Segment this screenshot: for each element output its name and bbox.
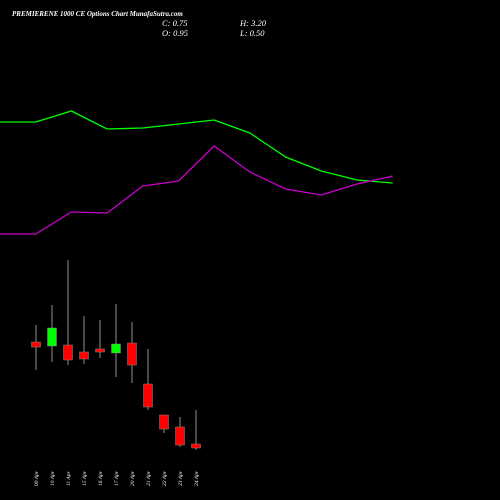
x-tick-label: 11 Apr (66, 471, 72, 486)
x-tick-label: 20 Apr (130, 470, 136, 486)
x-tick-label: 22 Apr (162, 470, 168, 486)
x-tick-label: 09 Apr (34, 470, 40, 486)
chart-title: PREMIERENE 1000 CE Options Chart MunafaS… (12, 10, 183, 18)
x-tick-label: 16 Apr (98, 470, 104, 486)
candle-body (111, 343, 121, 354)
candle-body (159, 414, 169, 430)
x-tick-label: 23 Apr (178, 470, 184, 486)
candle-body (47, 327, 57, 347)
indicator-line (0, 145, 393, 235)
x-tick-label: 15 Apr (82, 470, 88, 486)
stat: H: 3.20 (239, 18, 267, 28)
candle-body (127, 342, 137, 366)
x-tick-label: 10 Apr (50, 470, 56, 486)
candle-body (31, 341, 41, 348)
candle-body (79, 351, 89, 360)
candle-body (175, 426, 185, 446)
candle-body (143, 383, 153, 408)
x-tick-label: 24 Apr (193, 470, 200, 486)
stat: C: 0.75 (162, 18, 188, 28)
indicator-line (0, 110, 393, 184)
candle-body (63, 344, 73, 361)
x-tick-label: 21 Apr (146, 470, 152, 486)
stat: L: 0.50 (239, 28, 265, 38)
stat: O: 0.95 (162, 28, 188, 38)
candle-body (191, 443, 201, 449)
candle-body (95, 348, 105, 353)
x-tick-label: 17 Apr (114, 470, 120, 486)
